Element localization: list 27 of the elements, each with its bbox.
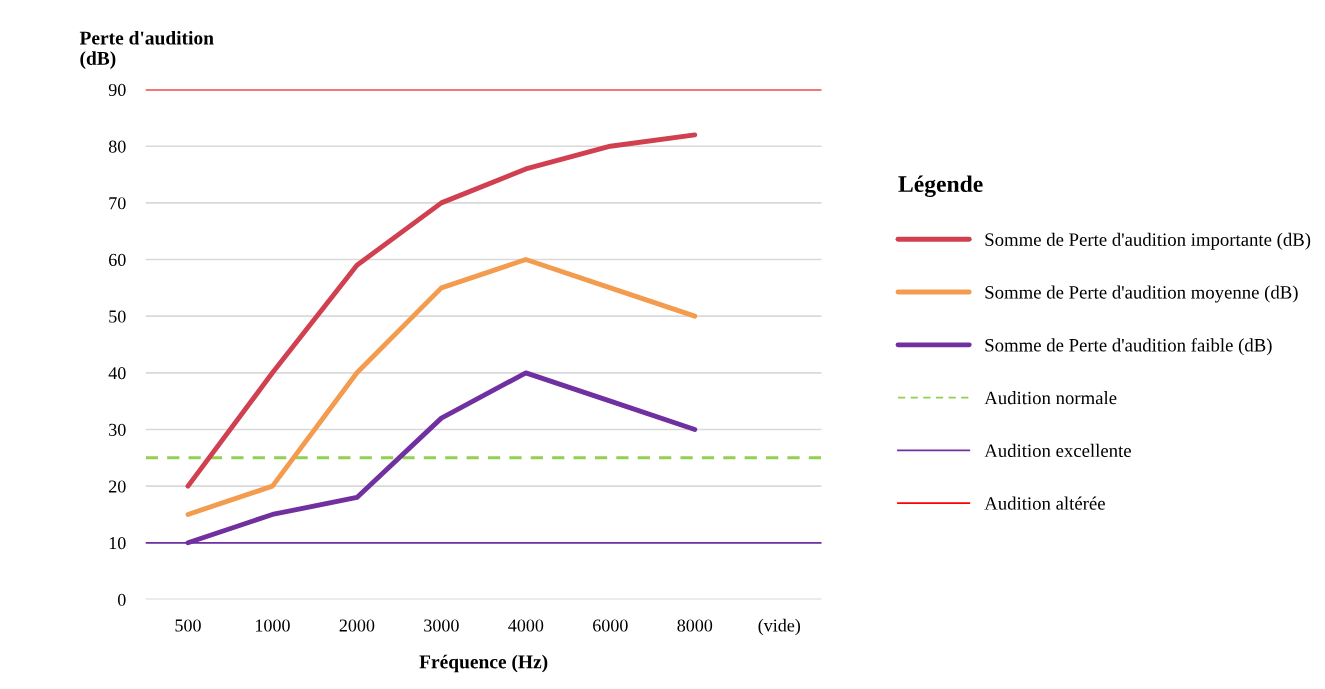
legend-label: Somme de Perte d'audition moyenne (dB) [985,285,1298,303]
y-tick-label: 20 [109,480,126,493]
y-tick-label: 80 [108,140,126,153]
x-tick-label: 1000 [255,619,290,632]
x-tick-label: 500 [175,619,201,632]
y-tick-label: 40 [108,367,126,380]
y-tick-label: 0 [117,593,126,606]
y-tick-label: 70 [109,197,126,210]
y-tick-label: 60 [109,253,126,266]
x-axis-title: Fréquence (Hz) [419,654,548,673]
legend-title: Légende [898,175,983,198]
x-tick-label: 8000 [677,619,713,632]
y-tick-label: 10 [109,537,126,550]
y-axis-title: Perte d'audition (dB) [79,30,214,69]
y-tick-label: 50 [109,310,126,323]
x-tick-label: 3000 [424,619,459,632]
x-tick-label: (vide) [758,618,801,636]
legend-label: Somme de Perte d'audition faible (dB) [985,338,1272,356]
legend-label: Audition altérée [984,496,1105,510]
y-tick-label: 30 [109,423,126,436]
y-tick-label: 90 [108,83,126,97]
legend-label: Somme de Perte d'audition importante (dB) [985,232,1311,250]
x-tick-label: 2000 [339,619,375,632]
legend-label: Audition excellente [984,443,1131,458]
legend-label: Audition normale [984,391,1117,405]
x-tick-label: 4000 [508,619,544,632]
x-tick-label: 6000 [593,619,628,632]
